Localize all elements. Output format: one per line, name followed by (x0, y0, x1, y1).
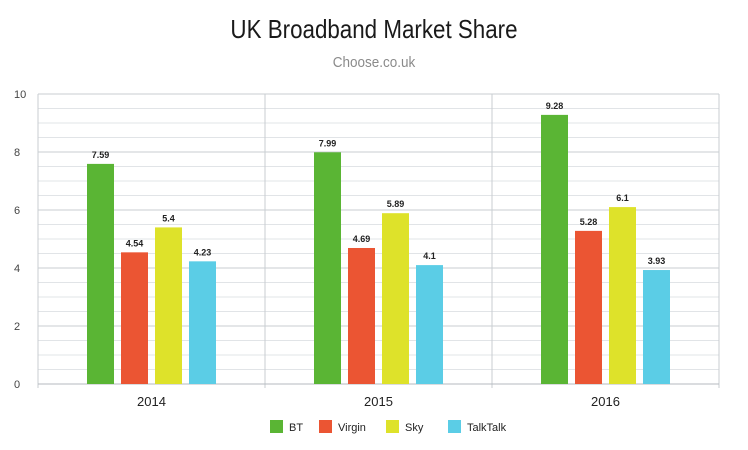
data-label: 6.1 (616, 193, 629, 203)
bar-bt-2016 (541, 114, 568, 384)
legend-swatch-talktalk (448, 420, 461, 433)
bar-sky-2015 (382, 213, 409, 384)
legend-label-sky: Sky (405, 422, 424, 434)
legend-label-bt: BT (289, 422, 303, 434)
chart-subtitle: Choose.co.uk (332, 54, 416, 71)
data-label: 9.28 (546, 101, 564, 111)
bar-talktalk-2016 (643, 270, 670, 384)
bar-virgin-2014 (121, 252, 148, 384)
bar-talktalk-2014 (189, 261, 216, 384)
y-tick-label: 10 (14, 89, 26, 101)
legend-swatch-sky (386, 420, 399, 433)
data-label: 4.69 (353, 234, 371, 244)
data-label: 5.28 (580, 217, 598, 227)
data-label: 7.99 (319, 138, 337, 148)
x-tick-label: 2014 (137, 394, 166, 409)
x-tick-label: 2015 (364, 394, 393, 409)
bar-bt-2015 (314, 152, 341, 384)
legend-label-talktalk: TalkTalk (467, 422, 507, 434)
legend-swatch-virgin (319, 420, 332, 433)
bar-sky-2016 (609, 207, 636, 384)
bar-bt-2014 (87, 163, 114, 384)
data-label: 4.1 (423, 251, 436, 261)
y-tick-label: 4 (14, 263, 20, 275)
data-label: 4.54 (126, 238, 144, 248)
bar-virgin-2016 (575, 230, 602, 384)
legend-swatch-bt (270, 420, 283, 433)
y-tick-label: 6 (14, 205, 20, 217)
chart-title: UK Broadband Market Share (230, 14, 518, 44)
y-tick-label: 8 (14, 147, 20, 159)
y-tick-label: 0 (14, 379, 20, 391)
y-tick-label: 2 (14, 321, 20, 333)
bar-virgin-2015 (348, 247, 375, 384)
x-tick-label: 2016 (591, 394, 620, 409)
data-label: 7.59 (92, 150, 110, 160)
data-label: 3.93 (648, 256, 666, 266)
bar-sky-2014 (155, 227, 182, 384)
legend-label-virgin: Virgin (338, 422, 366, 434)
data-label: 4.23 (194, 247, 212, 257)
bar-talktalk-2015 (416, 265, 443, 384)
data-label: 5.4 (162, 213, 175, 223)
data-label: 5.89 (387, 199, 405, 209)
